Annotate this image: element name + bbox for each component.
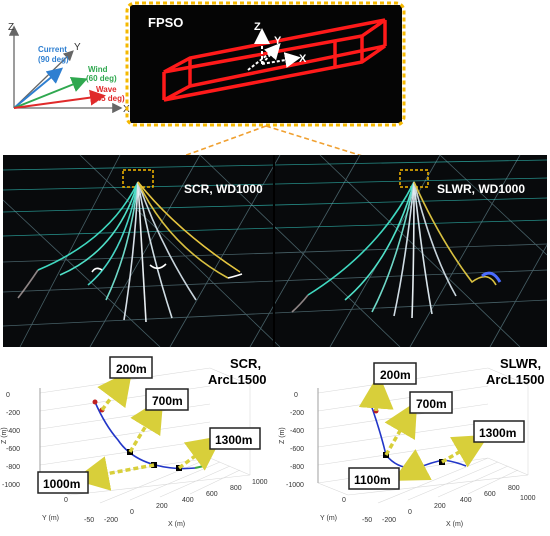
- slwr-3d-plot: 0 -200 -400 -600 -800 -1000 Z (m) 0 -50 …: [279, 356, 545, 528]
- slwr-callout-1100m: 1100m: [354, 473, 391, 487]
- slwr-panel-label: SLWR, WD1000: [437, 182, 525, 196]
- simulation-panels: SCR, WD1000 SLWR, WD1000: [2, 154, 548, 348]
- slwr-z-tick-2: -400: [290, 428, 304, 435]
- scr-z-tick-3: -600: [6, 446, 20, 453]
- scr-x-tick-1: 0: [130, 509, 134, 516]
- scr-plot-title-line1: SCR,: [230, 356, 261, 371]
- slwr-x-tick-2: 200: [434, 503, 446, 510]
- scr-y-axis-label: Y (m): [42, 515, 59, 522]
- scr-x-tick-4: 600: [206, 491, 218, 498]
- slwr-z-tick-0: 0: [294, 392, 298, 399]
- slwr-callout-1100m-box: [348, 467, 400, 490]
- slwr-x-tick-5: 800: [508, 485, 520, 492]
- fpso-panel: FPSO Z Y X: [125, 1, 406, 127]
- scr-x-tick-5: 800: [230, 485, 242, 492]
- scr-plot-title-line2: ArcL1500: [208, 372, 267, 387]
- wave-direction: (45 deg): [94, 94, 125, 103]
- scr-callout-1300m: 1300m: [215, 433, 252, 447]
- environment-direction-legend: Z Y X Current (90 deg) Wind (60 deg) Wav…: [8, 22, 130, 115]
- slwr-node-top: [367, 399, 373, 405]
- z-axis-label: Z: [8, 22, 14, 33]
- wave-label: Wave: [96, 85, 117, 94]
- scr-z-tick-4: -800: [6, 464, 20, 471]
- slwr-y-tick-0: 0: [342, 497, 346, 504]
- wind-direction: (60 deg): [86, 74, 117, 83]
- scr-callout-1000m-box: [37, 471, 89, 494]
- slwr-y-axis-label: Y (m): [320, 515, 337, 522]
- scr-z-tick-5: -1000: [2, 482, 20, 489]
- slwr-plot-title-line1: SLWR,: [500, 356, 541, 371]
- scr-callout-200m-box: [109, 356, 153, 379]
- scr-callout-1000m: 1000m: [43, 477, 80, 491]
- slwr-z-tick-4: -800: [290, 464, 304, 471]
- wave-arrow: [13, 89, 106, 109]
- scr-x-tick-0: -200: [104, 517, 118, 524]
- slwr-callout-200m: 200m: [380, 368, 411, 382]
- scr-y-tick-0: 0: [64, 497, 68, 504]
- slwr-x-tick-4: 600: [484, 491, 496, 498]
- slwr-riser-bundle: [291, 169, 502, 319]
- current-direction: (90 deg): [38, 55, 69, 64]
- slwr-callout-700m: 700m: [416, 397, 447, 411]
- slwr-fpso-marker: [399, 169, 429, 188]
- zoom-connector-left: [139, 125, 267, 173]
- scr-plot-gridlines: [39, 367, 251, 504]
- scr-panel-label: SCR, WD1000: [184, 182, 263, 196]
- scr-callout-700m: 700m: [152, 394, 183, 408]
- slwr-z-axis-label: Z (m): [279, 427, 286, 444]
- scr-callout-arrows: [73, 369, 223, 491]
- scr-z-axis-label: Z (m): [1, 427, 8, 444]
- slwr-callout-200m-box: [373, 362, 417, 385]
- slwr-callout-700m-box: [409, 391, 453, 414]
- slwr-x-axis-label: X (m): [446, 521, 463, 528]
- fpso-z-label: Z: [254, 21, 261, 33]
- y-axis-label: Y: [74, 42, 81, 53]
- wind-arrow: [13, 77, 88, 109]
- scr-riser-profile: [94, 401, 196, 470]
- scr-callout-700m-box: [145, 388, 189, 411]
- scr-z-tick-0: 0: [6, 392, 10, 399]
- slwr-x-tick-3: 400: [460, 497, 472, 504]
- scr-3d-plot: 0 -200 -400 -600 -800 -1000 Z (m) 0 -50 …: [1, 356, 268, 528]
- scr-z-tick-2: -400: [6, 428, 20, 435]
- slwr-plot-title-line2: ArcL1500: [486, 372, 545, 387]
- scr-callout-1300m-box: [209, 427, 261, 450]
- scr-x-tick-6: 1000: [252, 479, 268, 486]
- slwr-y-tick-1: -50: [362, 517, 372, 524]
- slwr-z-tick-3: -600: [290, 446, 304, 453]
- scr-z-tick-1: -200: [6, 410, 20, 417]
- scr-y-tick-1: -50: [84, 517, 94, 524]
- slwr-callout-1300m: 1300m: [479, 426, 516, 440]
- scr-x-tick-3: 400: [182, 497, 194, 504]
- scr-callout-200m: 200m: [116, 362, 147, 376]
- current-label: Current: [38, 45, 67, 54]
- scr-seabed-segment: [194, 465, 205, 469]
- fpso-x-label: X: [299, 53, 307, 65]
- slwr-callout-1300m-box: [473, 420, 525, 443]
- fpso-y-label: Y: [274, 35, 282, 47]
- slwr-x-tick-6: 1000: [520, 495, 536, 502]
- scr-x-axis-label: X (m): [168, 521, 185, 528]
- current-arrow: [13, 67, 64, 109]
- slwr-z-tick-1: -200: [290, 410, 304, 417]
- slwr-callout-arrows: [358, 373, 490, 481]
- wind-label: Wind: [88, 65, 108, 74]
- slwr-x-tick-0: -200: [382, 517, 396, 524]
- fpso-hull-wireframe: [162, 18, 387, 102]
- scr-riser-bundle: [17, 169, 243, 323]
- scr-x-tick-2: 200: [156, 503, 168, 510]
- slwr-z-tick-5: -1000: [286, 482, 304, 489]
- fpso-local-axes: [247, 28, 301, 71]
- slwr-x-tick-1: 0: [408, 509, 412, 516]
- fpso-title: FPSO: [148, 15, 183, 30]
- y-axis-line: [13, 50, 74, 109]
- scr-node-top: [92, 399, 98, 405]
